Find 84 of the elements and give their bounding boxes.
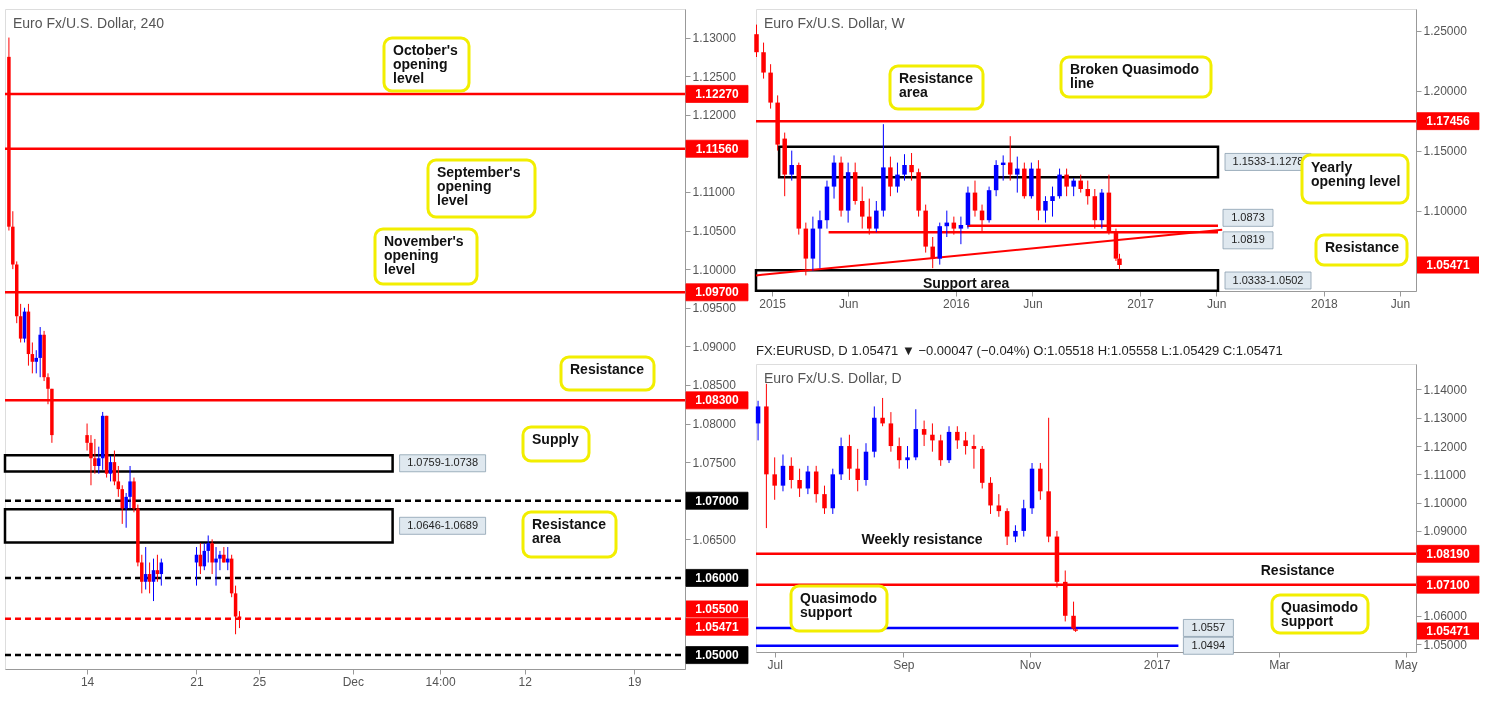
- ref-line-label: 1.12270: [695, 86, 740, 101]
- ref-line-label: 1.0557: [1191, 620, 1226, 633]
- annotation: September's opening level: [437, 164, 521, 208]
- text: 1.05500: [695, 602, 740, 616]
- ref-line-label: 1.07000: [695, 493, 740, 508]
- y-tick-label: 1.25000: [1423, 24, 1468, 39]
- y-tick-label: 1.09000: [1423, 524, 1468, 539]
- x-tick-label: Jul: [767, 657, 783, 672]
- y-tick-label: 1.13000: [692, 31, 737, 46]
- y-tick-label: 1.14000: [1423, 382, 1468, 397]
- annotation: November's opening level: [384, 233, 464, 277]
- y-tick-label: 1.13000: [1423, 411, 1468, 426]
- annotation: Resistance: [1325, 239, 1400, 255]
- y-tick-label: 1.10000: [692, 262, 737, 277]
- x-tick-label: Jun: [1206, 296, 1227, 311]
- y-tick-label: 1.06000: [1423, 609, 1468, 624]
- band-label: 1.0646-1.0689: [407, 518, 479, 531]
- chart-title: Euro Fx/U.S. Dollar, W: [764, 15, 906, 31]
- x-tick-label: 2015: [759, 296, 787, 311]
- annotation: Support area: [923, 275, 1010, 291]
- y-tick-label: 1.12500: [692, 69, 737, 84]
- y-tick-label: 1.07500: [692, 455, 737, 470]
- annotation: Broken Quasimodo line: [1070, 61, 1200, 91]
- y-tick-label: 1.08000: [692, 417, 737, 432]
- y-tick-label: 1.12000: [1423, 439, 1468, 454]
- ref-line-label: 1.07100: [1426, 577, 1471, 592]
- annotation: Resistance area: [532, 516, 607, 546]
- x-tick-label: 2017: [1127, 296, 1155, 311]
- annotation: Resistance: [1260, 561, 1335, 578]
- x-tick-label: Sep: [893, 657, 915, 672]
- x-tick-label: Nov: [1019, 657, 1042, 672]
- x-tick-label: 14:00: [425, 674, 456, 689]
- ref-line-label: 1.0873: [1231, 210, 1265, 223]
- chart-title: Euro Fx/U.S. Dollar, D: [764, 370, 902, 386]
- annotation: Yearly opening level: [1311, 159, 1401, 189]
- y-tick-label: 1.10000: [1423, 204, 1468, 219]
- x-tick-label: Mar: [1269, 657, 1290, 672]
- annotation: Supply: [532, 431, 579, 447]
- y-tick-label: 1.06500: [692, 532, 737, 547]
- y-tick-label: 1.11000: [692, 185, 736, 200]
- y-tick-label: 1.10000: [1423, 496, 1468, 511]
- ref-line-label: 1.0819: [1231, 233, 1265, 246]
- annotation: Quasimodo support: [1281, 599, 1359, 629]
- ref-line-label: 1.05471: [695, 619, 740, 634]
- band-label: 1.1533-1.1278: [1232, 154, 1304, 167]
- annotation: Resistance: [570, 361, 645, 377]
- x-tick-label: 19: [628, 674, 642, 689]
- y-tick-label: 1.12000: [692, 108, 737, 123]
- x-tick-label: Dec: [342, 674, 364, 689]
- annotation: Weekly resistance: [861, 530, 983, 547]
- chart-title: Euro Fx/U.S. Dollar, 240: [13, 15, 165, 31]
- y-tick-label: 1.05000: [1423, 637, 1468, 652]
- text: 1.05471: [1426, 624, 1471, 638]
- y-tick-label: 1.08500: [692, 378, 737, 393]
- y-tick-label: 1.10500: [692, 224, 737, 239]
- ref-line-label: 1.17456: [1426, 114, 1471, 129]
- x-tick-label: Jun: [1390, 296, 1411, 311]
- ref-line-label: 1.0494: [1191, 638, 1226, 651]
- x-tick-label: 12: [518, 674, 533, 689]
- x-tick-label: Jun: [1023, 296, 1043, 311]
- x-tick-label: 2018: [1311, 296, 1339, 311]
- ref-line-label: 1.08190: [1426, 546, 1471, 561]
- annotation: October's opening level: [393, 42, 458, 86]
- ref-line-label: 1.11560: [695, 141, 739, 156]
- ref-line-label: 1.08300: [695, 393, 740, 408]
- y-tick-label: 1.09500: [692, 301, 737, 316]
- x-tick-label: 25: [252, 674, 267, 689]
- x-tick-label: 2016: [943, 296, 971, 311]
- y-tick-label: 1.15000: [1423, 144, 1468, 159]
- x-tick-label: 21: [190, 674, 204, 689]
- y-tick-label: 1.11000: [1423, 467, 1467, 482]
- band-label: 1.0759-1.0738: [407, 456, 479, 469]
- x-tick-label: 14: [80, 674, 95, 689]
- text: 1.05471: [1426, 258, 1471, 272]
- band-label: 1.0333-1.0502: [1232, 273, 1304, 286]
- ref-line-label: 1.09700: [695, 285, 740, 300]
- x-tick-label: May: [1394, 657, 1418, 672]
- y-tick-label: 1.09000: [692, 339, 737, 354]
- annotation: Resistance area: [899, 70, 974, 100]
- y-tick-label: 1.20000: [1423, 84, 1468, 99]
- chart-subtitle: FX:EURUSD, D 1.05471 ▼ −0.00047 (−0.04%) O:1.05518 H:1.05558 L:1.05429 C:1.05471: [756, 343, 1283, 358]
- x-tick-label: 2017: [1143, 657, 1171, 672]
- annotation: Quasimodo support: [800, 590, 878, 620]
- x-tick-label: Jun: [838, 296, 859, 311]
